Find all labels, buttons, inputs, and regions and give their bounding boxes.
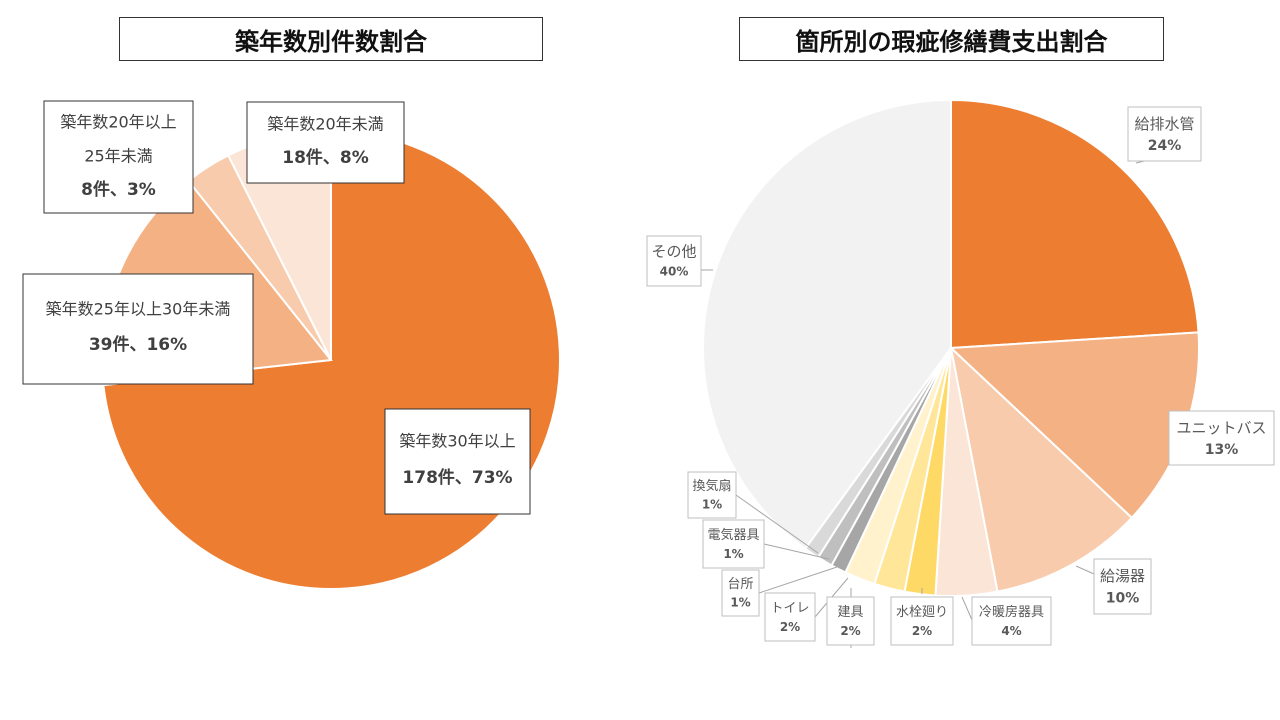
defect-repair-slice-2 (949, 345, 1134, 593)
data-label-category: 建具 (837, 605, 863, 620)
data-label-value: 4% (1001, 624, 1021, 638)
data-label-category: 換気扇 (692, 478, 731, 494)
data-label-defect-repair-6: トイレ 2% (764, 592, 816, 642)
data-label-defect-repair-7: 台所 1% (721, 569, 760, 617)
leader-line-9 (735, 494, 819, 554)
data-label-defect-repair-1: ユニットバス 13% (1168, 410, 1275, 466)
data-label-value: 1% (702, 498, 722, 512)
data-label-category: その他 (651, 243, 696, 261)
data-label-category: 冷暖房器具 (979, 604, 1044, 620)
data-label-category: 水栓廻り (896, 605, 948, 620)
data-label-box (246, 101, 405, 184)
data-label-category: 築年数20年以上 (60, 113, 176, 132)
data-label-value: 10% (1106, 591, 1140, 607)
data-label-building-age-1: 築年数25年以上30年未満 39件、16% (22, 273, 254, 385)
defect-repair-slice-0 (950, 98, 1200, 350)
data-label-category: 25年未満 (84, 147, 152, 166)
data-label-box (721, 569, 760, 617)
data-label-defect-repair-8: 電気器具 1% (702, 519, 765, 569)
data-label-category: 給排水管 (1134, 115, 1194, 133)
data-label-building-age-3: 築年数20年未満 18件、8% (246, 101, 405, 184)
data-label-category: 台所 (727, 577, 753, 592)
data-label-category: 給湯器 (1100, 567, 1145, 585)
data-label-box (384, 408, 531, 515)
data-label-box (971, 596, 1052, 646)
data-label-value: 1% (730, 596, 750, 610)
data-label-box (1093, 558, 1152, 615)
data-label-box (646, 235, 702, 287)
data-label-box (826, 596, 875, 646)
data-label-box (1168, 410, 1275, 466)
data-label-category: 電気器具 (707, 527, 759, 543)
data-label-box (22, 273, 254, 385)
data-label-value: 2% (840, 624, 860, 638)
data-label-building-age-2: 築年数20年以上 25年未満 8件、3% (43, 100, 194, 214)
data-label-value: 13% (1205, 442, 1239, 458)
data-label-category: 築年数30年以上 (399, 432, 515, 451)
data-label-category: トイレ (770, 601, 809, 616)
pie-chart-defect-repair: 給排水管24%ユニットバス13%給湯器10%冷暖房器具4%水栓廻り2%建具2%ト… (646, 98, 1275, 648)
chart-title-defect-repair: 箇所別の瑕疵修繕費支出割合 (739, 17, 1164, 61)
data-label-value: 2% (912, 624, 932, 638)
data-label-category: 築年数25年以上30年未満 (46, 300, 231, 319)
data-label-box (764, 592, 816, 642)
data-label-category: ユニットバス (1176, 419, 1266, 437)
data-label-box (687, 471, 737, 519)
data-label-defect-repair-0: 給排水管 24% (1127, 106, 1202, 162)
data-label-defect-repair-2: 給湯器 10% (1093, 558, 1152, 615)
data-label-value: 18件、8% (282, 147, 369, 168)
data-label-building-age-0: 築年数30年以上 178件、73% (384, 408, 531, 515)
data-label-box (1127, 106, 1202, 162)
data-label-box (43, 100, 194, 214)
data-label-category: 築年数20年未満 (267, 115, 383, 134)
leader-line-3 (961, 596, 973, 621)
data-label-value: 1% (723, 547, 743, 561)
data-label-defect-repair-5: 建具 2% (826, 596, 875, 646)
data-label-value: 2% (780, 620, 800, 634)
defect-repair-slice-10 (701, 98, 952, 551)
data-label-value: 40% (660, 265, 689, 279)
leader-line-2 (1075, 565, 1095, 575)
data-label-value: 39件、16% (89, 334, 187, 355)
leader-line-7 (758, 566, 838, 594)
leader-line-8 (763, 543, 830, 560)
data-label-box (702, 519, 765, 569)
data-label-defect-repair-9: 換気扇 1% (687, 471, 737, 519)
data-label-defect-repair-4: 水栓廻り 2% (890, 596, 954, 646)
data-label-box (890, 596, 954, 646)
data-label-value: 178件、73% (402, 467, 512, 488)
pie-chart-building-age: 築年数30年以上178件、73%築年数25年以上30年未満39件、16%築年数2… (22, 100, 561, 590)
data-label-value: 8件、3% (81, 179, 156, 200)
data-label-defect-repair-3: 冷暖房器具 4% (971, 596, 1052, 646)
data-label-value: 24% (1148, 138, 1182, 154)
chart-title-building-age: 築年数別件数割合 (119, 17, 543, 61)
data-label-defect-repair-10: その他 40% (646, 235, 702, 287)
